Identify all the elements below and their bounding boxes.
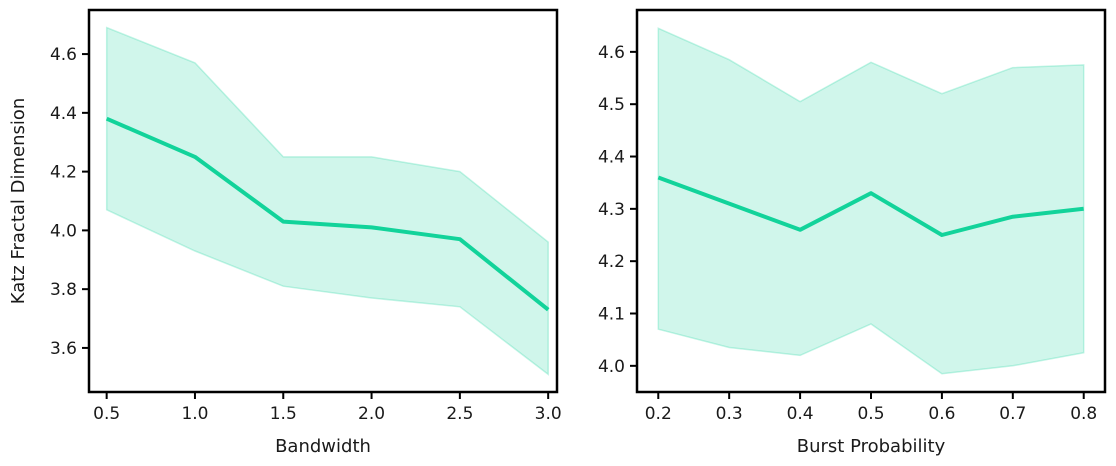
series-line — [657, 175, 1084, 237]
x-tick-label: 0.2 — [645, 404, 672, 424]
y-tick-label: 4.4 — [598, 148, 625, 168]
confidence-band — [657, 27, 1085, 375]
x-tick-label: 0.6 — [928, 404, 955, 424]
x-tick-label: 0.7 — [999, 404, 1026, 424]
y-tick-label: 4.2 — [598, 252, 625, 272]
x-tick-label: 0.3 — [716, 404, 743, 424]
series-line — [105, 116, 550, 312]
confidence-band — [105, 26, 549, 376]
y-tick-label: 4.0 — [50, 221, 77, 241]
x-tick-label: 0.4 — [787, 404, 814, 424]
y-tick-label: 4.5 — [598, 95, 625, 115]
x-tick-label: 0.5 — [93, 404, 120, 424]
y-tick-label: 3.6 — [50, 339, 77, 359]
y-axis-label: Katz Fractal Dimension — [8, 98, 29, 305]
y-tick-label: 4.6 — [50, 45, 77, 65]
y-tick-label: 4.4 — [50, 104, 77, 124]
x-tick-label: 2.0 — [358, 404, 385, 424]
y-tick-label: 4.0 — [598, 357, 625, 377]
x-tick-label: 0.8 — [1070, 404, 1097, 424]
x-tick-label: 2.5 — [446, 404, 473, 424]
x-axis-label: Bandwidth — [275, 436, 371, 457]
y-tick-label: 4.6 — [598, 43, 625, 63]
x-tick-label: 3.0 — [535, 404, 562, 424]
y-tick-label: 4.2 — [50, 163, 77, 183]
y-tick-label: 3.8 — [50, 280, 77, 300]
x-tick-label: 1.0 — [181, 404, 208, 424]
x-axis-label: Burst Probability — [797, 436, 946, 457]
burst-probability-panel: 0.2 0.3 0.4 0.5 0.6 0.7 0.8 4.0 4.1 4.2 4.3 4.4 4.5 4… — [598, 8, 1107, 457]
bandwidth-panel: 0.5 1.0 1.5 2.0 2.5 3.0 3.6 3.8 4.0 4.2 4.4 4.6 Band… — [8, 8, 562, 457]
x-tick-label: 1.5 — [270, 404, 297, 424]
x-tick-label: 0.5 — [857, 404, 884, 424]
y-tick-label: 4.3 — [598, 200, 625, 220]
axes-frame — [87, 8, 559, 394]
y-tick-label: 4.1 — [598, 305, 625, 325]
